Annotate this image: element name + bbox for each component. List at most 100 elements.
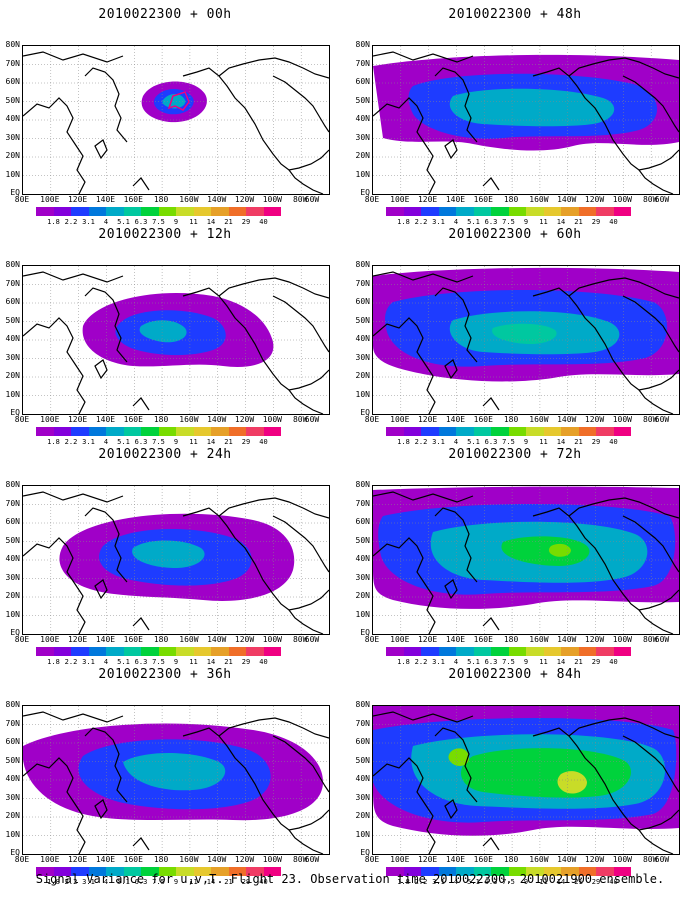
colorbar-swatch [386,867,404,876]
longitude-label: 100E [40,635,60,644]
longitude-label: 80W [292,635,308,644]
colorbar-label: 21 [574,218,583,226]
latitude-label: 20N [5,151,20,160]
latitude-label: 80N [5,260,20,269]
coastline [532,727,679,831]
colorbar-label: 2.2 [414,878,428,886]
coastline [482,177,500,191]
longitude-label: 120W [234,635,255,644]
colorbar-swatch [421,207,439,216]
colorbar-swatch [141,867,159,876]
colorbar-label: 5.1 [117,438,130,446]
longitude-label: 140E [445,635,466,644]
colorbar-swatch [543,647,561,656]
longitude-label: 160W [529,415,549,424]
latitude-label: 10N [5,609,20,619]
colorbar-swatch [123,427,141,436]
longitude-label: 120E [417,415,438,424]
colorbar-label: 11 [189,438,198,446]
colorbar-label: 14 [556,878,566,886]
colorbar-label: 9 [173,658,179,666]
colorbar-swatch [53,867,71,876]
colorbar-swatch [403,207,421,216]
colorbar-swatch [228,867,246,876]
colorbar-label: 6.3 [484,438,498,446]
colorbar-swatch [211,207,229,216]
coastline [23,97,86,194]
coastline [482,617,500,631]
latitude-label: 60N [355,297,370,306]
coastline [182,727,329,831]
longitude-label: 160E [123,195,143,204]
colorbar-label: 4 [103,218,109,226]
latitude-label: 20N [355,811,370,820]
colorbar [386,207,631,216]
latitude-label: 50N [5,315,20,325]
latitude-label: 20N [355,371,370,380]
longitude-label: 140W [207,635,227,644]
latitude-label: 20N [355,591,370,600]
longitude-label: 100W [262,415,282,424]
colorbar-swatch [158,647,176,656]
colorbar [386,647,631,656]
variance-contour [132,540,205,568]
latitude-label: 40N [355,774,370,783]
latitude-label: 70N [5,278,20,288]
longitude-label: 140E [95,855,116,864]
coastline [482,837,500,851]
colorbar-label: 29 [241,878,251,886]
colorbar-swatch [106,207,124,216]
coastline [568,497,679,519]
longitude-label: 100W [612,415,632,424]
colorbar-label: 14 [556,438,566,446]
longitude-label: 120W [584,635,605,644]
longitude-label: 100E [40,195,60,204]
colorbar-label: 40 [609,658,618,666]
latitude-label: 30N [5,352,20,362]
longitude-label: 140E [95,195,116,204]
latitude-label: 10N [355,829,370,839]
colorbar-swatch [526,207,544,216]
colorbar-label: 9 [523,218,529,226]
panel-title: 2010022300 + 60h [448,227,582,242]
colorbar-label: 2.2 [414,658,428,666]
colorbar-label: 6.3 [134,438,148,446]
colorbar-swatch [53,207,71,216]
latitude-label: 30N [5,792,20,802]
colorbar-swatch [491,867,509,876]
colorbar-label: 6.3 [134,658,148,666]
variance-contour [139,320,187,343]
colorbar-swatch [456,867,474,876]
colorbar-swatch [456,647,474,656]
longitude-label: 100E [40,415,60,424]
coastline [622,75,679,133]
longitude-label: 180 [153,855,169,864]
latitude-label: 80N [355,700,370,709]
colorbar-swatch [386,427,404,436]
colorbar-swatch [36,867,54,876]
colorbar-label: 9 [523,658,529,666]
colorbar-label: 40 [259,878,268,886]
colorbar-swatch [473,207,491,216]
colorbar-label: 3.1 [82,438,95,446]
latitude-label: 40N [5,334,20,343]
colorbar-label: 21 [224,878,233,886]
colorbar-swatch [211,427,229,436]
colorbar-swatch [561,427,579,436]
latitude-label: 70N [355,58,370,68]
colorbar-label: 9 [173,438,179,446]
colorbar-swatch [211,867,229,876]
latitude-label: EQ [10,408,20,417]
colorbar-swatch [158,207,176,216]
colorbar-label: 3.1 [432,878,445,886]
colorbar-label: 2.2 [414,218,428,226]
map-panel: 2010022300 + 24h 80N 70N 60N 50N 40N 30N 20N 10N… [0,445,330,666]
colorbar-label: 3.1 [432,438,445,446]
longitude-label: 140W [557,855,577,864]
colorbar-swatch [543,207,561,216]
colorbar-label: 29 [241,438,251,446]
latitude-label: 30N [355,572,370,582]
coastline [532,287,679,391]
colorbar-swatch [158,427,176,436]
longitude-label: 120W [234,415,255,424]
